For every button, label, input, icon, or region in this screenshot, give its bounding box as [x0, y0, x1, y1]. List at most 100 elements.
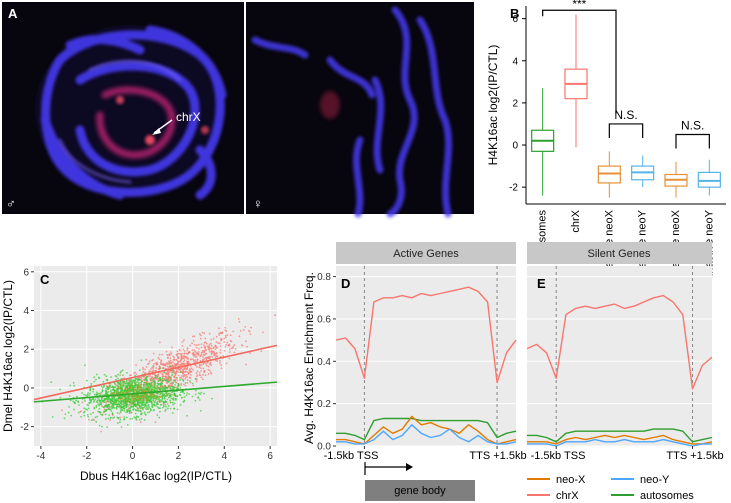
scatter-point-chrx	[218, 342, 221, 345]
scatter-point-autosomes	[120, 426, 123, 428]
scatter-point-autosomes	[125, 406, 128, 409]
scatter-point-autosomes	[133, 404, 135, 407]
scatter-point-chrx	[87, 418, 90, 421]
scatter-point-autosomes	[163, 393, 166, 396]
scatter-point-autosomes	[119, 371, 122, 374]
scatter-point-autosomes	[146, 411, 149, 414]
scatter-point-autosomes	[123, 417, 126, 420]
scatter-point-autosomes	[167, 385, 170, 388]
scatter-point-autosomes	[174, 383, 177, 386]
scatter-point-chrx	[200, 370, 203, 372]
scatter-point-chrx	[216, 347, 219, 350]
scatter-point-chrx	[149, 368, 152, 371]
scatter-point-chrx	[274, 314, 277, 317]
scatter-point-chrx	[148, 371, 150, 374]
scatter-point-autosomes	[156, 403, 158, 406]
scatter-point-overlap	[169, 392, 172, 395]
scatter-point-chrx	[192, 351, 195, 354]
scatter-point-chrx	[176, 356, 179, 359]
scatter-point-autosomes	[124, 382, 127, 385]
scatter-point-chrx	[172, 380, 175, 382]
scatter-point-autosomes	[143, 419, 146, 421]
scatter-point-chrx	[232, 345, 235, 348]
scatter-point-chrx	[145, 365, 148, 368]
scatter-point-autosomes	[199, 393, 202, 395]
scatter-point-overlap	[119, 391, 122, 393]
scatter-point-autosomes	[139, 401, 142, 404]
scatter-point-autosomes	[116, 411, 119, 414]
scatter-point-autosomes	[105, 387, 107, 390]
scatter-point-autosomes	[134, 416, 137, 419]
scatter-point-chrx	[224, 329, 227, 332]
scatter-point-chrx	[224, 345, 227, 348]
scatter-point-chrx	[142, 371, 145, 373]
scatter-point-autosomes	[125, 404, 128, 407]
scatter-point-autosomes	[117, 402, 120, 405]
scatter-point-chrx	[238, 335, 241, 338]
scatter-point-autosomes	[101, 396, 103, 399]
scatter-point-overlap	[151, 395, 153, 397]
scatter-point-autosomes	[178, 384, 180, 386]
scatter-point-autosomes	[161, 395, 164, 398]
scatter-point-chrx	[200, 376, 203, 379]
scatter-point-autosomes	[135, 409, 138, 412]
scatter-point-overlap	[142, 400, 144, 403]
scatter-point-autosomes	[127, 383, 130, 386]
scatter-point-autosomes	[121, 374, 124, 377]
plot-background	[34, 266, 277, 446]
scatter-point-chrx	[140, 376, 143, 378]
scatter-point-overlap	[133, 398, 136, 401]
scatter-point-chrx	[119, 416, 122, 419]
scatter-point-overlap	[144, 397, 146, 399]
y-tick-label: 0.6	[317, 314, 331, 325]
scatter-point-chrx	[158, 353, 161, 356]
scatter-point-chrx	[224, 326, 227, 329]
scatter-point-chrx	[142, 366, 144, 369]
y-axis-label: Dmel H4K16ac log2(IP/CTL)	[1, 280, 15, 432]
scatter-point-autosomes	[147, 405, 150, 407]
scatter-point-chrx	[169, 384, 172, 387]
scatter-point-chrx	[183, 350, 186, 352]
scatter-point-chrx	[157, 356, 160, 359]
scatter-point-autosomes	[101, 414, 104, 417]
scatter-point-chrx	[218, 332, 221, 335]
scatter-point-autosomes	[171, 401, 174, 404]
scatter-point-chrx	[225, 344, 227, 346]
scatter-point-chrx	[150, 377, 153, 380]
scatter-point-chrx	[207, 368, 210, 371]
scatter-point-autosomes	[152, 380, 155, 383]
scatter-point-chrx	[176, 352, 179, 355]
scatter-point-chrx	[202, 363, 205, 365]
scatter-point-autosomes	[152, 397, 155, 400]
y-tick-label: 2	[512, 98, 518, 109]
scatter-point-autosomes	[77, 411, 80, 414]
scatter-point-overlap	[133, 382, 136, 385]
y-tick-label: 0.8	[317, 272, 331, 283]
scatter-point-chrx	[228, 348, 231, 351]
scatter-point-autosomes	[119, 418, 122, 421]
scatter-point-chrx	[220, 364, 223, 366]
scatter-point-chrx	[198, 371, 201, 374]
scatter-point-chrx	[192, 384, 195, 387]
scatter-point-chrx	[220, 367, 223, 370]
scatter-point-autosomes	[161, 399, 163, 401]
scatter-point-autosomes	[92, 401, 95, 403]
chrx-arrow-head	[152, 128, 161, 135]
scatter-point-chrx	[177, 374, 180, 377]
scatter-point-overlap	[150, 383, 153, 386]
scatter-point-chrx	[186, 366, 189, 369]
scatter-point-overlap	[131, 399, 134, 402]
scatter-point-autosomes	[107, 417, 110, 420]
scatter-point-autosomes	[109, 408, 112, 411]
scatter-point-chrx	[225, 336, 227, 339]
scatter-point-chrx	[216, 360, 218, 362]
scatter-point-autosomes	[140, 404, 143, 407]
scatter-point-autosomes	[156, 382, 159, 385]
scatter-point-autosomes	[152, 396, 155, 398]
scatter-point-chrx	[196, 370, 199, 373]
scatter-point-autosomes	[173, 380, 176, 382]
scatter-point-chrx	[183, 352, 186, 355]
scatter-point-autosomes	[63, 417, 66, 420]
scatter-point-chrx	[154, 421, 157, 423]
